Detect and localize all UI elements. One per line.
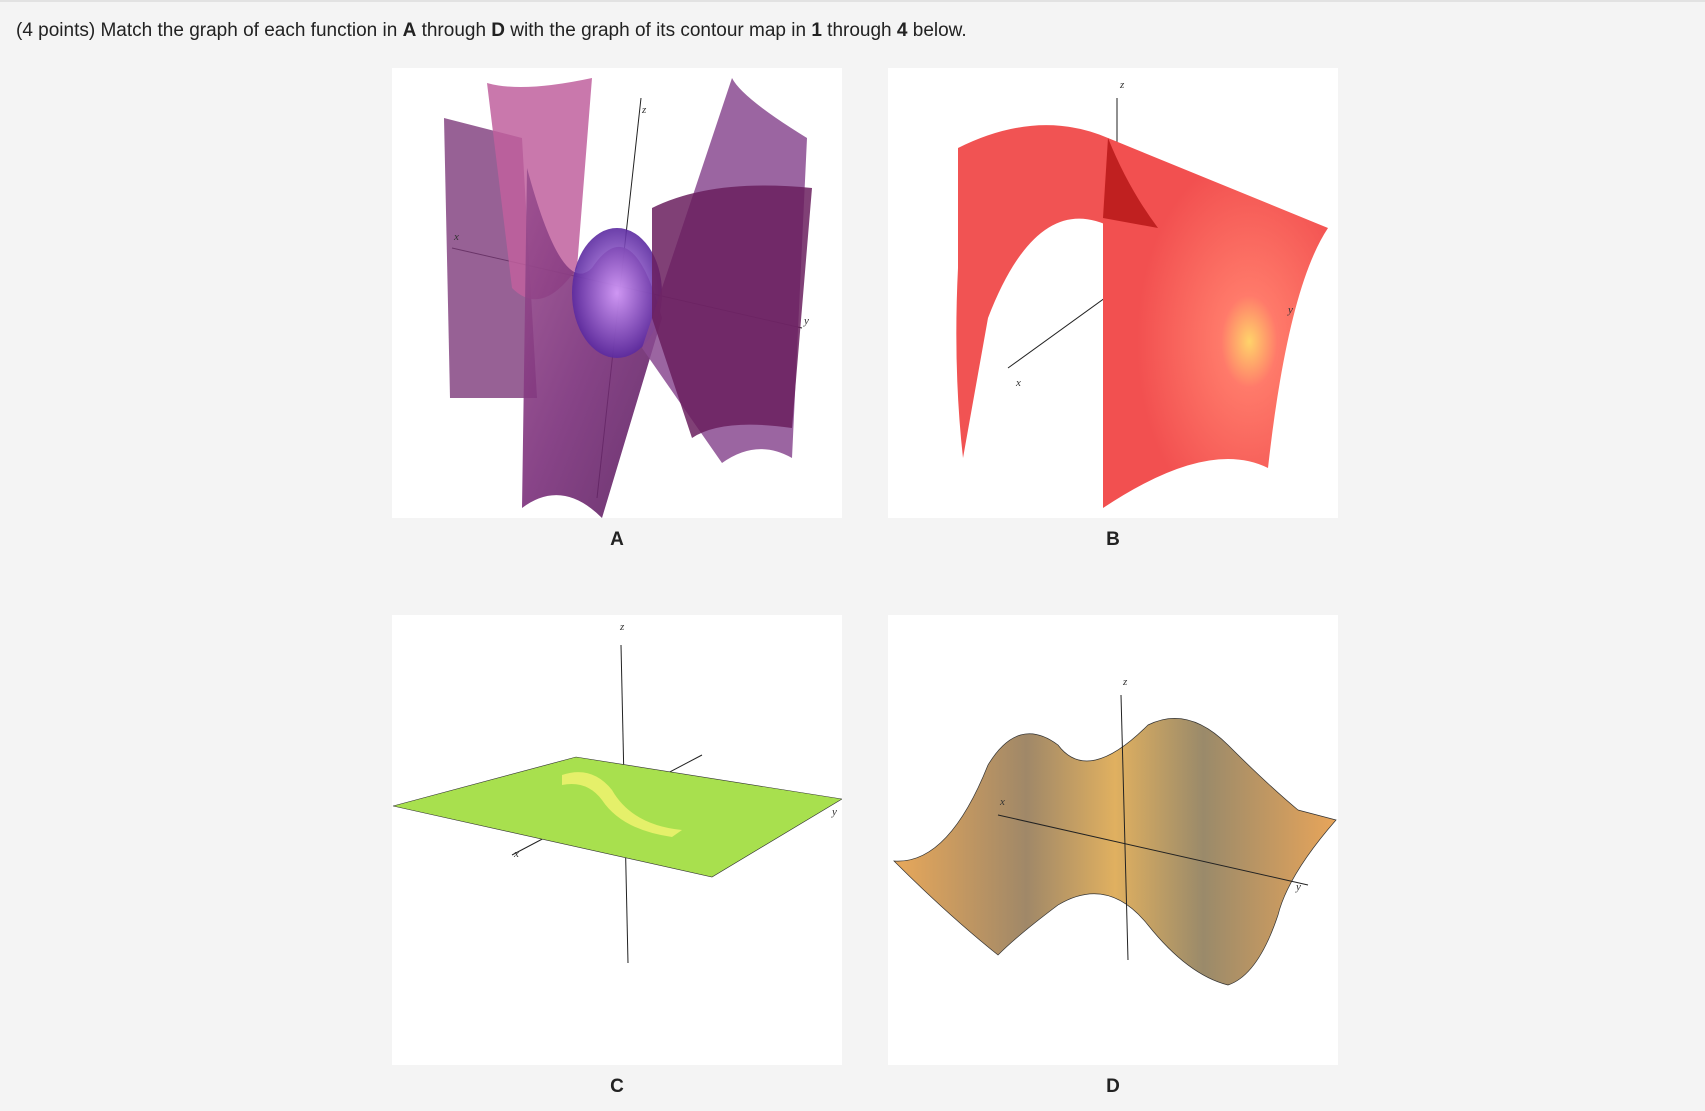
text: with the graph of its contour map in <box>505 20 812 41</box>
text: through <box>416 20 492 41</box>
surface <box>487 78 592 300</box>
text: below. <box>907 20 967 41</box>
figure-label: B <box>1106 529 1120 550</box>
axis-label: x <box>999 796 1005 808</box>
surface <box>562 772 682 837</box>
surface <box>893 718 1337 986</box>
surface <box>1103 138 1158 228</box>
axis-label: y <box>831 806 837 818</box>
text: 1 <box>811 20 822 41</box>
text: through <box>821 20 897 41</box>
surface <box>956 125 1113 458</box>
surface-plot: z y x <box>893 676 1337 986</box>
axis-label: y <box>1287 304 1293 316</box>
axis-label: x <box>1015 377 1021 389</box>
text: (4 points) Match the graph of each funct… <box>16 20 403 41</box>
text: D <box>491 20 506 41</box>
figure-c: z x y <box>392 615 842 1065</box>
figure-a: z y x <box>392 68 842 518</box>
question-text: (4 points) Match the graph of each funct… <box>16 20 967 42</box>
figure-d: z y x <box>888 615 1338 1065</box>
axis-label: z <box>641 104 647 116</box>
z-axis <box>1120 694 1129 961</box>
text: A <box>402 20 417 41</box>
figure-label: C <box>610 1076 624 1097</box>
figure-b: z y x <box>888 68 1338 518</box>
surface <box>572 228 662 358</box>
axis-label: z <box>1119 79 1125 91</box>
surface <box>392 756 842 878</box>
y-axis <box>997 814 1309 886</box>
axis-label: y <box>1295 881 1301 893</box>
axis-label: x <box>513 848 519 860</box>
surface <box>1103 138 1328 508</box>
text: 4 <box>896 20 908 41</box>
axis-label: x <box>453 231 459 243</box>
surface-plot: z y x <box>444 78 812 518</box>
axis-label: y <box>803 315 809 327</box>
surface-plot: z x y <box>392 621 842 964</box>
figure-label: A <box>610 529 624 550</box>
surface-plot: z y x <box>956 79 1328 508</box>
axis-label: z <box>1122 676 1128 688</box>
surface <box>652 185 812 438</box>
axis-label: z <box>619 621 625 633</box>
figure-label: D <box>1106 1076 1120 1097</box>
